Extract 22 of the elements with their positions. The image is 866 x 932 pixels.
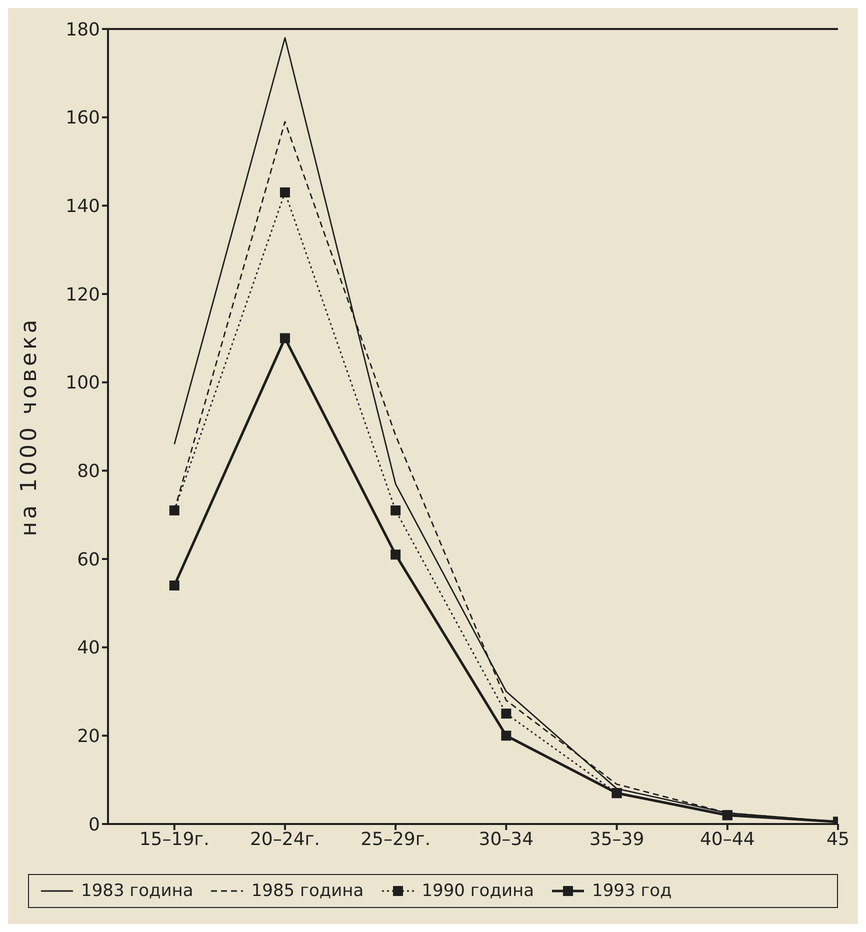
y-tick-label: 20 [77,726,100,748]
x-tick-label: 45 [826,828,850,850]
x-tick-label: 15–19г. [139,828,210,850]
x-tick-label: 30–34 [478,828,534,850]
y-tick-label: 100 [66,372,100,394]
legend-label: 1985 година [251,881,364,901]
legend-label: 1983 година [81,881,194,901]
x-tick-label: 40–44 [700,828,755,850]
y-tick-label: 0 [88,814,100,836]
y-tick-label: 80 [77,461,100,482]
x-tick-label: 35–39 [589,828,644,850]
x-tick-label: 20–24г. [250,828,320,850]
y-tick-label: 140 [66,196,100,218]
legend-label: 1993 год [592,881,672,901]
y-tick-label: 160 [66,108,100,129]
y-axis-title: на 1000 човека [16,316,42,536]
legend-label: 1990 година [422,881,534,901]
y-tick-label: 60 [77,549,100,570]
y-tick-label: 120 [66,284,100,306]
y-tick-label: 180 [66,19,100,40]
x-tick-label: 25–29г. [360,828,431,850]
y-tick-label: 40 [77,638,100,659]
